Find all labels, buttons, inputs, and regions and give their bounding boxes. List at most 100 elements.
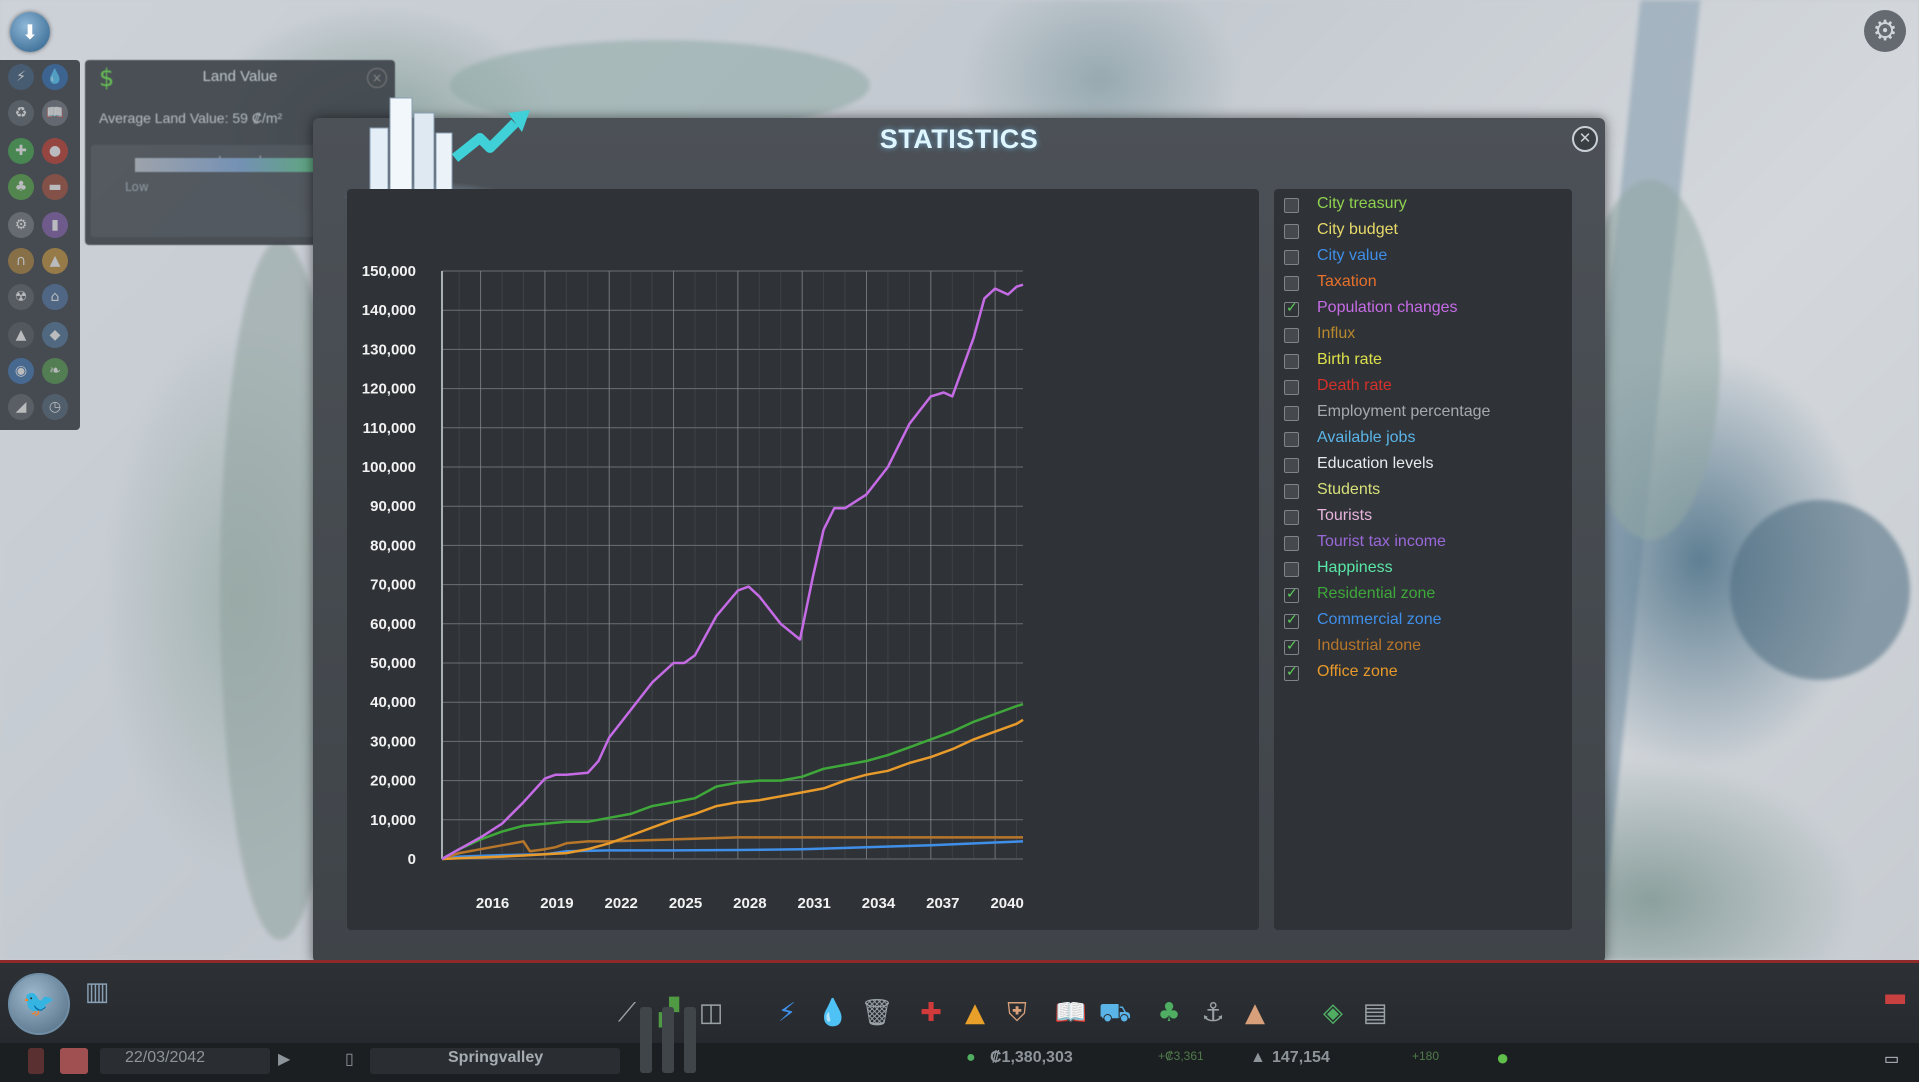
checkbox-unchecked[interactable] (1284, 536, 1299, 551)
game-logo-icon[interactable]: ⬇ (10, 12, 50, 52)
city-skyline-icon[interactable]: ▥ (84, 977, 110, 1007)
health-icon[interactable]: ✚ (8, 138, 34, 164)
clock-icon[interactable]: ◷ (42, 394, 68, 420)
population-icon: ▲ (1250, 1049, 1266, 1066)
checkbox-unchecked[interactable] (1284, 380, 1299, 395)
legend-item-commercial-zone[interactable]: ✓ Commercial zone (1284, 611, 1564, 633)
legend-item-residential-zone[interactable]: ✓ Residential zone (1284, 585, 1564, 607)
fire-department-icon[interactable]: ▲ (965, 998, 985, 1028)
bulldozer-icon[interactable]: ▬ (1882, 983, 1908, 1013)
pause-button[interactable] (28, 1048, 44, 1074)
y-tick-label: 100,000 (362, 459, 416, 476)
money-icon[interactable]: ◈ (1323, 998, 1343, 1028)
city-name[interactable]: Springvalley (448, 1049, 544, 1066)
legend-item-employment-percentage[interactable]: Employment percentage (1284, 403, 1564, 425)
legend-item-tourists[interactable]: Tourists (1284, 507, 1564, 529)
close-button[interactable]: ✕ (1572, 126, 1598, 152)
checkbox-unchecked[interactable] (1284, 198, 1299, 213)
legend-label: Influx (1317, 325, 1356, 342)
checkbox-checked[interactable]: ✓ (1284, 612, 1299, 629)
parks-icon[interactable]: ♣ (8, 174, 34, 200)
legend-item-influx[interactable]: Influx (1284, 325, 1564, 347)
legend-item-tourist-tax-income[interactable]: Tourist tax income (1284, 533, 1564, 555)
fire-icon[interactable]: ● (42, 138, 68, 164)
healthcare-icon[interactable]: ✚ (920, 998, 942, 1028)
noise-icon[interactable]: ∩ (8, 248, 34, 274)
chirper-icon[interactable]: 🐦 (8, 973, 70, 1035)
checkbox-checked[interactable]: ✓ (1284, 664, 1299, 681)
legend-label: Birth rate (1317, 351, 1382, 368)
info-icon[interactable]: ▯ (345, 1051, 354, 1068)
checkbox-checked[interactable]: ✓ (1284, 586, 1299, 603)
garbage-icon[interactable]: 🗑 (860, 998, 894, 1028)
monuments-icon[interactable]: ▲ (1245, 998, 1265, 1028)
public-transport-icon[interactable]: ⛟ (1098, 998, 1132, 1028)
legend-item-available-jobs[interactable]: Available jobs (1284, 429, 1564, 451)
checkbox-unchecked[interactable] (1284, 484, 1299, 499)
transport-icon[interactable]: ▬ (42, 174, 68, 200)
chat-icon[interactable]: ▭ (1884, 1051, 1900, 1068)
water-icon[interactable]: 💧 (42, 64, 68, 90)
legend-item-education-levels[interactable]: Education levels (1284, 455, 1564, 477)
play-icon[interactable]: ▶ (278, 1051, 291, 1068)
roads-icon[interactable]: ⟋ (617, 998, 637, 1028)
legend-label: Education levels (1317, 455, 1434, 472)
checkbox-unchecked[interactable] (1284, 328, 1299, 343)
x-tick-label: 2040 (990, 895, 1023, 912)
checkbox-checked[interactable]: ✓ (1284, 638, 1299, 655)
info-views-toolbar: ⚡ 💧 ♻ 📖 ✚ ● ♣ ▬ ⚙ ▮ ∩ ▲ ☢ ⌂ ▲ ◆ ◉ ❧ ◢ ◷ (0, 60, 80, 430)
pollution-icon[interactable]: ▮ (42, 212, 68, 238)
checkbox-checked[interactable]: ✓ (1284, 300, 1299, 317)
city-name-box (370, 1048, 620, 1074)
unique-buildings-icon[interactable]: ⚓ (1201, 998, 1225, 1028)
y-tick-label: 0 (408, 851, 416, 868)
checkbox-unchecked[interactable] (1284, 354, 1299, 369)
traffic-icon[interactable]: ⚙ (8, 212, 34, 238)
y-tick-label: 20,000 (370, 773, 416, 790)
education-icon[interactable]: 📖 (1054, 998, 1088, 1028)
legend-label: Available jobs (1317, 429, 1416, 446)
legend-item-taxation[interactable]: Taxation (1284, 273, 1564, 295)
electricity-icon[interactable]: ⚡ (777, 998, 797, 1028)
electricity-icon[interactable]: ⚡ (8, 64, 34, 90)
legend-item-city-treasury[interactable]: City treasury (1284, 195, 1564, 217)
speed-button[interactable] (60, 1048, 88, 1074)
checkbox-unchecked[interactable] (1284, 510, 1299, 525)
checkbox-unchecked[interactable] (1284, 458, 1299, 473)
globe-icon[interactable]: ◉ (8, 358, 34, 384)
wind-icon[interactable]: ⌂ (42, 284, 68, 310)
legend-item-students[interactable]: Students (1284, 481, 1564, 503)
education-icon[interactable]: 📖 (42, 100, 68, 126)
nature-icon[interactable]: ❧ (42, 358, 68, 384)
legend-item-happiness[interactable]: Happiness (1284, 559, 1564, 581)
districts-icon[interactable]: ◫ (698, 998, 724, 1028)
checkbox-unchecked[interactable] (1284, 432, 1299, 447)
police-icon[interactable]: ⛨ (1007, 998, 1027, 1028)
policies-icon[interactable]: ▤ (1362, 998, 1388, 1028)
garbage-icon[interactable]: ♻ (8, 100, 34, 126)
radiation-icon[interactable]: ☢ (8, 284, 34, 310)
legend-item-death-rate[interactable]: Death rate (1284, 377, 1564, 399)
x-tick-label: 2031 (797, 895, 830, 912)
legend-item-industrial-zone[interactable]: ✓ Industrial zone (1284, 637, 1564, 659)
legend-item-city-budget[interactable]: City budget (1284, 221, 1564, 243)
legend-item-city-value[interactable]: City value (1284, 247, 1564, 269)
legend-item-population-changes[interactable]: ✓ Population changes (1284, 299, 1564, 321)
checkbox-unchecked[interactable] (1284, 562, 1299, 577)
road-icon[interactable]: ◢ (8, 394, 34, 420)
happiness-icon[interactable]: ● (1496, 1045, 1510, 1070)
crime-icon[interactable]: ▲ (42, 248, 68, 274)
close-icon[interactable]: × (367, 68, 387, 88)
legend-gradient (135, 158, 345, 172)
checkbox-unchecked[interactable] (1284, 406, 1299, 421)
checkbox-unchecked[interactable] (1284, 276, 1299, 291)
gear-icon[interactable]: ⚙ (1864, 10, 1906, 52)
water-icon[interactable]: 💧 (816, 998, 850, 1028)
tourism-icon[interactable]: ◆ (42, 322, 68, 348)
parks-icon[interactable]: ♣ (1157, 998, 1181, 1028)
checkbox-unchecked[interactable] (1284, 250, 1299, 265)
landvalue-icon[interactable]: ▲ (8, 322, 34, 348)
checkbox-unchecked[interactable] (1284, 224, 1299, 239)
legend-item-office-zone[interactable]: ✓ Office zone (1284, 663, 1564, 685)
legend-item-birth-rate[interactable]: Birth rate (1284, 351, 1564, 373)
